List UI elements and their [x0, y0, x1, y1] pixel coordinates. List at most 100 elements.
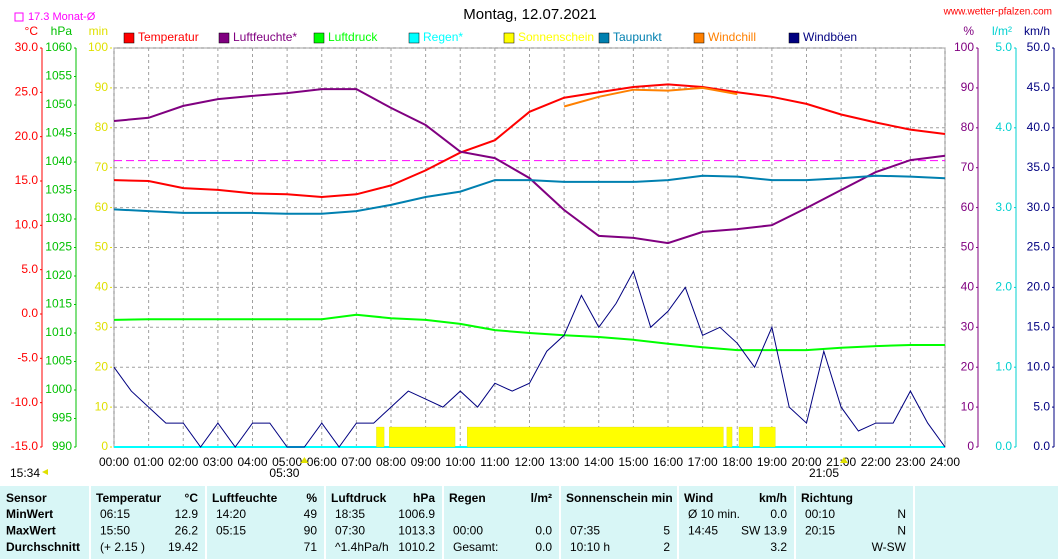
y-tick-label: 40: [961, 280, 975, 294]
cell-right: W-SW: [872, 540, 907, 554]
series-line: [113, 88, 946, 245]
table-header: Sonnenschein min: [566, 491, 673, 505]
series-line: [113, 83, 946, 199]
y-tick-label: 80: [961, 120, 975, 134]
cell-right: 0.0: [535, 540, 552, 554]
y-tick-label: 2.0: [995, 280, 1012, 294]
y-tick-label: 10: [95, 399, 109, 413]
cell-left: 07:35: [570, 524, 600, 538]
y-tick-label: 1050: [45, 97, 72, 111]
sunshine-bar: [467, 426, 724, 448]
y-tick-label: 0: [967, 439, 974, 453]
y-tick-label: 1030: [45, 211, 72, 225]
series-line: [113, 313, 945, 352]
cell-left: ^1.4hPa/h: [335, 540, 389, 554]
y-tick-label: 990: [52, 439, 72, 453]
y-tick-label: 90: [95, 80, 109, 94]
y-tick-label: 30: [95, 319, 109, 333]
y-tick-label: 20: [95, 359, 109, 373]
sunset-label: 21:05: [809, 466, 839, 480]
y-tick-label: 1000: [45, 382, 72, 396]
axis-title: %: [963, 24, 974, 38]
axis-title: l/m²: [992, 24, 1012, 38]
sunshine-bar: [738, 426, 753, 448]
cell-right: N: [897, 507, 906, 521]
y-tick-label: -10.0: [11, 395, 39, 409]
chart-title: Montag, 12.07.2021: [463, 6, 596, 23]
table-header: Wind: [684, 491, 713, 505]
cell-right: SW 13.9: [741, 524, 787, 538]
y-tick-label: 0: [101, 439, 108, 453]
cell-right: 71: [304, 540, 318, 554]
legend-label: Sonnenschein: [518, 30, 594, 44]
cell-left: 20:15: [805, 524, 835, 538]
y-tick-label: 0.0: [1033, 439, 1050, 453]
y-tick-label: 995: [52, 411, 72, 425]
cell-left: 00:10: [805, 507, 835, 521]
cell-right: 19.42: [168, 540, 198, 554]
legend-swatch: [598, 32, 610, 44]
cell-right: 1006.9: [398, 507, 435, 521]
sunrise-icon: [300, 457, 309, 463]
legend-label: Windböen: [803, 30, 857, 44]
y-tick-label: 1040: [45, 154, 72, 168]
current-time-icon: [42, 469, 48, 475]
y-tick-label: 35.0: [1027, 160, 1051, 174]
y-tick-label: 1025: [45, 240, 72, 254]
series-line: [113, 270, 946, 448]
y-tick-label: 100: [954, 40, 974, 54]
x-tick-label: 10:00: [445, 455, 475, 469]
table-header: Richtung: [801, 491, 853, 505]
x-tick-label: 03:00: [203, 455, 233, 469]
monthly-avg-icon: [14, 12, 24, 22]
x-tick-label: 17:00: [688, 455, 718, 469]
cell-left: (+ 2.15 ): [100, 540, 145, 554]
y-tick-label: 1035: [45, 183, 72, 197]
legend-swatch: [788, 32, 800, 44]
y-tick-label: 1060: [45, 40, 72, 54]
x-tick-label: 00:00: [99, 455, 129, 469]
y-tick-label: 1005: [45, 354, 72, 368]
y-tick-label: 0.0: [21, 306, 38, 320]
series-line: [563, 86, 738, 108]
x-tick-label: 23:00: [895, 455, 925, 469]
y-tick-label: 30.0: [15, 40, 39, 54]
y-tick-label: 45.0: [1027, 80, 1051, 94]
y-tick-label: 80: [95, 120, 109, 134]
cell-left: 10:10 h: [570, 540, 610, 554]
cell-right: 12.9: [175, 507, 199, 521]
y-tick-label: 30: [961, 319, 975, 333]
x-tick-label: 02:00: [168, 455, 198, 469]
cell-right: 2: [663, 540, 670, 554]
cell-right: 1010.2: [398, 540, 435, 554]
axis-title: km/h: [1024, 24, 1050, 38]
x-tick-label: 13:00: [549, 455, 579, 469]
y-tick-label: 1010: [45, 325, 72, 339]
axis-title: hPa: [51, 24, 73, 38]
y-tick-label: 15.0: [15, 173, 39, 187]
cell-right: 0.0: [770, 507, 787, 521]
current-time: 15:34: [10, 466, 40, 480]
x-tick-label: 07:00: [341, 455, 371, 469]
row-label: Durchschnitt: [6, 540, 80, 554]
table-header: Sensor: [6, 491, 47, 505]
legend-label: Temperatur: [138, 30, 199, 44]
x-tick-label: 06:00: [307, 455, 337, 469]
table-unit: l/m²: [531, 491, 552, 505]
x-tick-label: 14:00: [584, 455, 614, 469]
y-tick-label: 5.0: [21, 262, 38, 276]
legend-label: Luftdruck: [328, 30, 378, 44]
x-tick-label: 22:00: [861, 455, 891, 469]
sunset-icon: [840, 457, 849, 463]
series-line: [113, 174, 946, 215]
y-tick-label: 10: [961, 399, 975, 413]
y-tick-label: 20.0: [1027, 280, 1051, 294]
x-tick-label: 18:00: [722, 455, 752, 469]
sunshine-bar: [759, 426, 776, 448]
y-tick-label: 70: [95, 160, 109, 174]
row-label: MaxWert: [6, 524, 56, 538]
cell-right: 90: [304, 524, 318, 538]
y-tick-label: 15.0: [1027, 319, 1051, 333]
